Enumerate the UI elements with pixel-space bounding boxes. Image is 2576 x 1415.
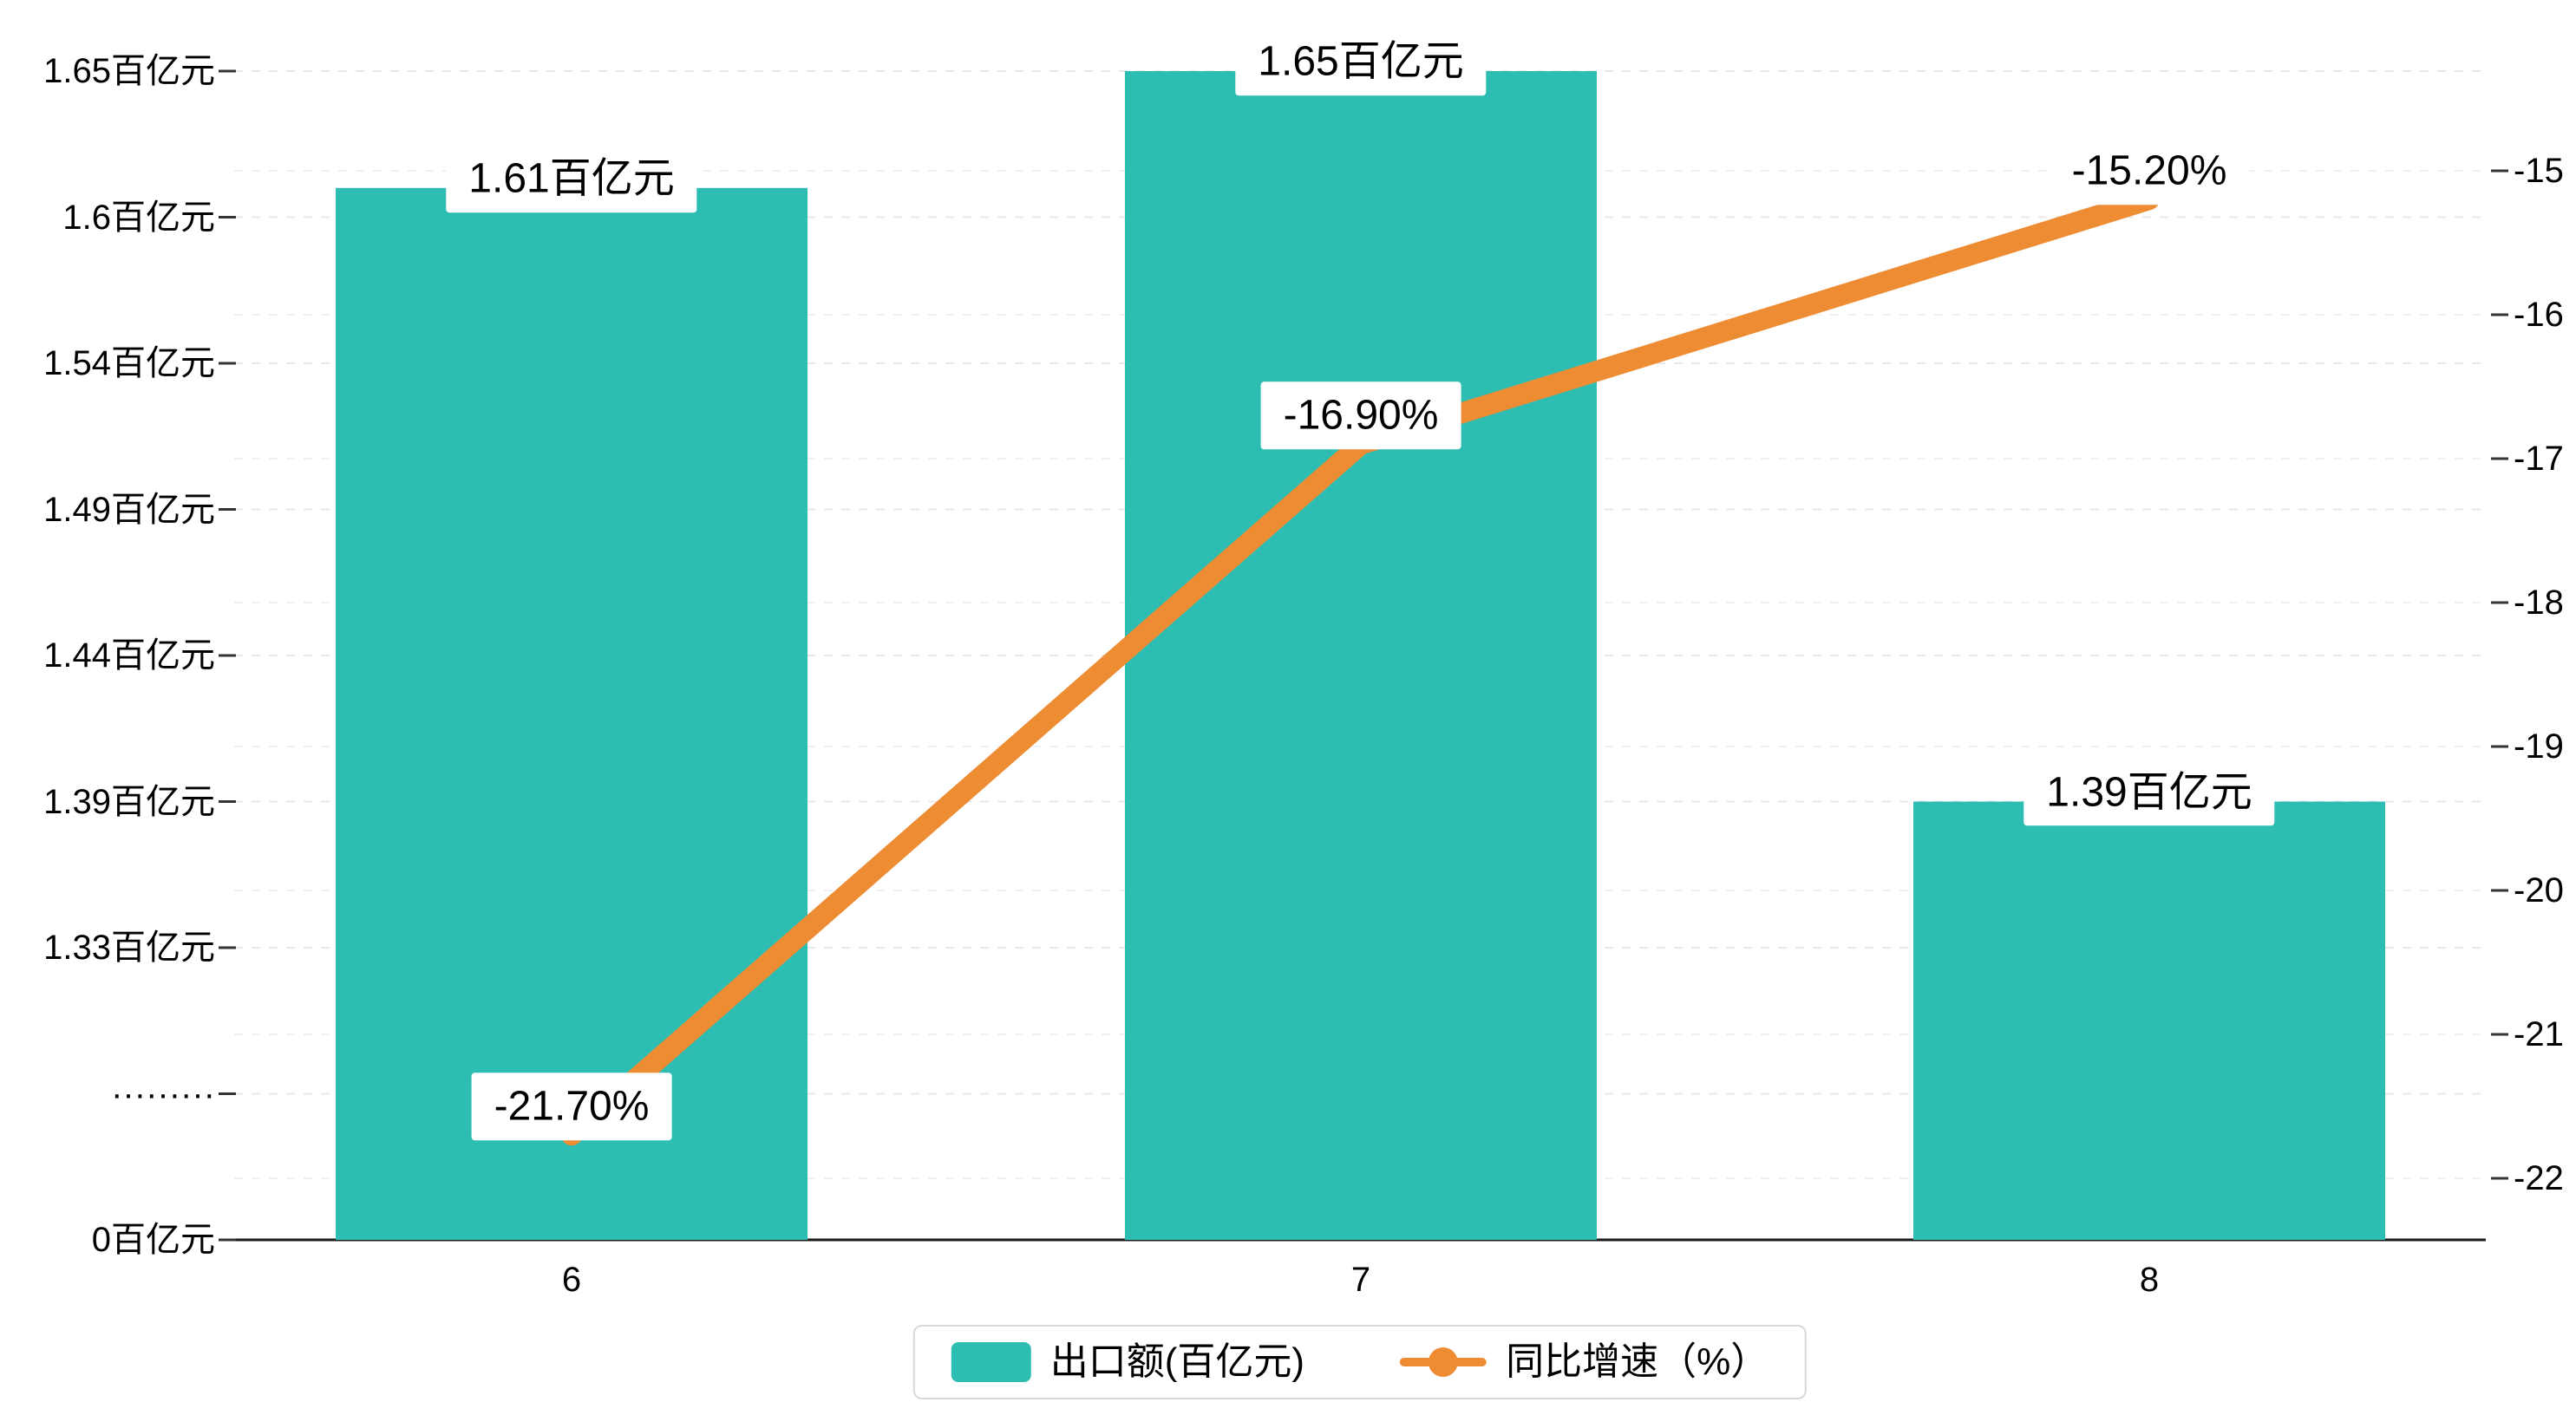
legend: 出口额(百亿元) 同比增速（%） [912, 1325, 1808, 1399]
bar-month-6[interactable] [336, 187, 807, 1240]
legend-label-growth: 同比增速（%） [1506, 1340, 1769, 1383]
line-dot-icon [1400, 1342, 1487, 1382]
legend-label-export: 出口额(百亿元) [1049, 1340, 1305, 1383]
bar-swatch-icon [951, 1342, 1031, 1382]
bar-month-7[interactable] [1125, 71, 1597, 1240]
legend-item-export[interactable]: 出口额(百亿元) [951, 1340, 1304, 1385]
bar-month-8[interactable] [1913, 801, 2385, 1241]
legend-item-growth[interactable]: 同比增速（%） [1400, 1340, 1769, 1385]
line-point-icon [1429, 1347, 1459, 1377]
